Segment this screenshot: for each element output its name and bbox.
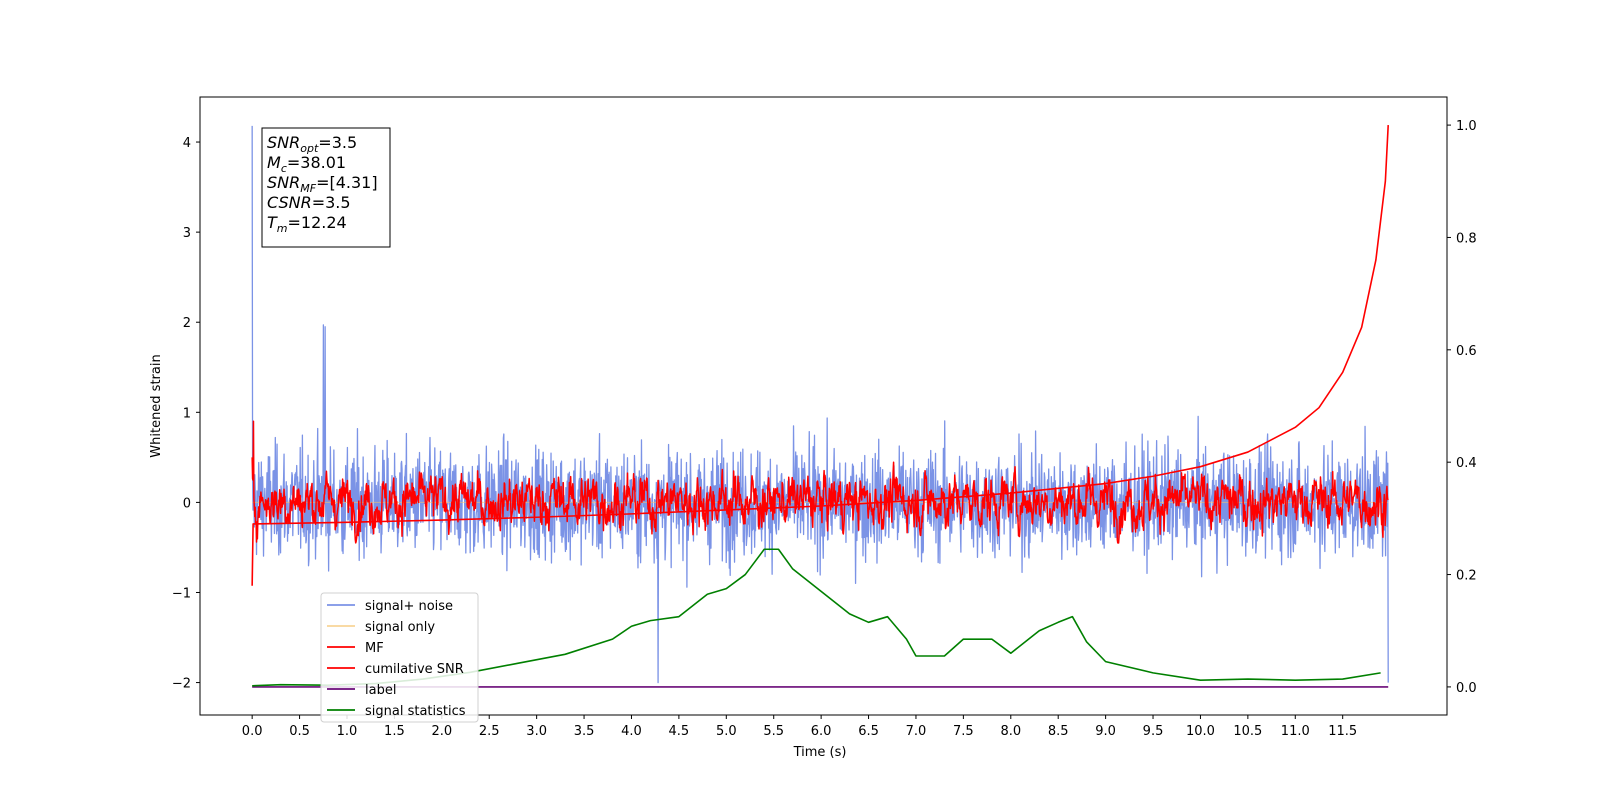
x-tick-label: 9.5 (1143, 724, 1164, 739)
x-tick-label: 0.0 (242, 724, 263, 739)
y2-tick-label: 0.4 (1456, 456, 1477, 471)
x-tick-label: 2.5 (479, 724, 500, 739)
y2-tick-label: 0.8 (1456, 231, 1477, 246)
y-tick-label: −1 (172, 586, 191, 601)
legend-label: label (365, 683, 396, 698)
legend-frame (320, 592, 479, 723)
y2-tick-label: 0.0 (1456, 681, 1477, 696)
x-tick-label: 11.5 (1328, 724, 1357, 739)
x-tick-label: 4.5 (669, 724, 690, 739)
x-tick-label: 8.5 (1048, 724, 1069, 739)
y2-tick-label: 0.2 (1456, 569, 1477, 584)
x-tick-label: 10.5 (1233, 724, 1262, 739)
x-axis: 0.0 0.5 1.0 1.5 2.0 2.5 3.0 3.5 4.0 4.5 5.0 5.5 6.0 6… (242, 715, 1357, 739)
x-tick-label: 7.0 (906, 724, 927, 739)
y-axis-label: Whitened strain (149, 354, 164, 457)
y-axis-left: 4 3 2 1 0 −1 −2 (172, 136, 200, 692)
y2-tick-label: 1.0 (1456, 119, 1477, 134)
annotation-line: SNRopt=3.5 (267, 133, 357, 155)
annotation-line: Tm=12.24 (267, 213, 347, 235)
series-signal-statistics-line (252, 548, 1381, 687)
annotation-box: SNRopt=3.5Mc=38.01SNRMF=[4.31]CSNR=3.5Tm… (261, 127, 391, 248)
x-tick-label: 3.0 (526, 724, 547, 739)
x-tick-label: 1.5 (384, 724, 405, 739)
x-tick-label: 0.5 (289, 724, 310, 739)
y-tick-label: 1 (183, 406, 191, 421)
x-tick-label: 5.5 (763, 724, 784, 739)
y2-tick-label: 0.6 (1456, 344, 1477, 359)
x-tick-label: 5.0 (716, 724, 737, 739)
legend: signal+ noise signal only MF cumilative SNR… (320, 592, 479, 723)
x-tick-label: 4.0 (621, 724, 642, 739)
legend-label: signal only (365, 620, 435, 635)
y-tick-label: 0 (183, 496, 191, 511)
y-axis-right: 1.0 0.8 0.6 0.4 0.2 0.0 (1447, 119, 1477, 696)
x-tick-label: 1.0 (337, 724, 358, 739)
annotation-line: SNRMF=[4.31] (267, 173, 378, 195)
series-cumilative-snr-line (251, 125, 1390, 586)
annotation-line: Mc=38.01 (267, 153, 346, 175)
legend-label: signal+ noise (365, 599, 453, 614)
x-tick-label: 9.0 (1095, 724, 1116, 739)
y-tick-label: 4 (183, 136, 191, 151)
x-tick-label: 11.0 (1281, 724, 1310, 739)
x-tick-label: 6.0 (811, 724, 832, 739)
x-tick-label: 2.0 (431, 724, 452, 739)
series-mf-line (251, 420, 1389, 544)
x-axis-label: Time (s) (793, 745, 847, 760)
x-tick-label: 8.0 (1000, 724, 1021, 739)
x-tick-label: 6.5 (858, 724, 879, 739)
y-tick-label: 2 (183, 316, 191, 331)
x-tick-label: 3.5 (574, 724, 595, 739)
plot-frame (199, 96, 1448, 716)
x-tick-label: 10.0 (1186, 724, 1215, 739)
x-tick-label: 7.5 (953, 724, 974, 739)
legend-label: MF (365, 641, 384, 656)
legend-label: cumilative SNR (365, 662, 464, 677)
y-tick-label: 3 (183, 226, 191, 241)
annotation-line: CSNR=3.5 (267, 193, 351, 212)
y-tick-label: −2 (172, 677, 191, 692)
annotation-frame (261, 127, 391, 248)
legend-label: signal statistics (365, 704, 466, 719)
